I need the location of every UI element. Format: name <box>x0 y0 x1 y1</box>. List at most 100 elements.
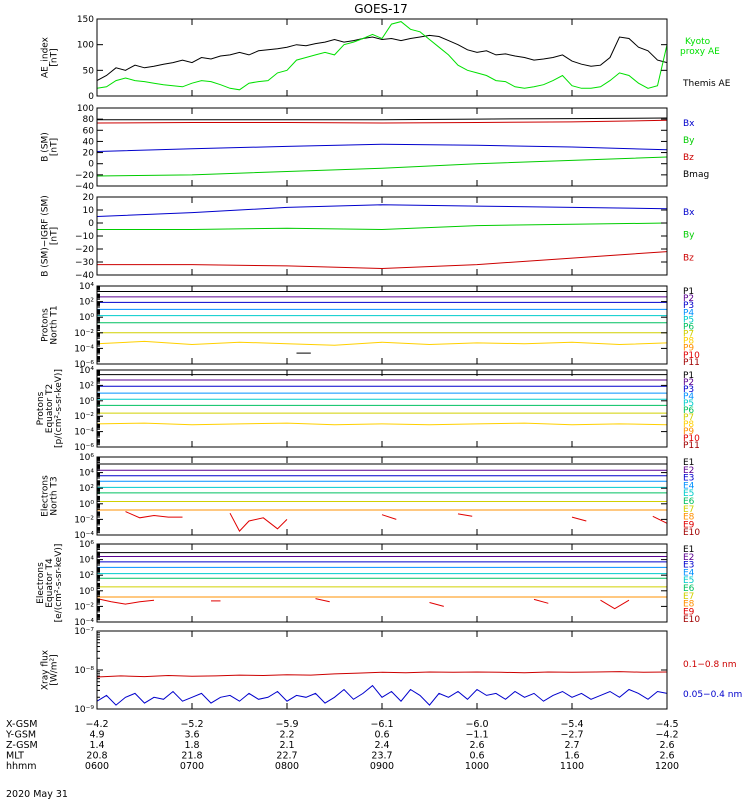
xrow-value-hhmm-1: 0700 <box>180 761 204 772</box>
ytick-label-e1-1: 10⁻² <box>74 515 94 525</box>
legend-e2-5: E6 <box>683 584 695 594</box>
ylabel-e2-2: [e/(cm²-s-sr-keV)] <box>54 544 64 623</box>
legend-ae-2: Themis AE <box>682 79 731 89</box>
date-label: 2020 May 31 <box>6 789 68 800</box>
ytick-label-bsm-2: 0 <box>88 160 94 170</box>
legend-e2-1: E2 <box>683 553 694 563</box>
xrow-value-z-gsm-5: 2.7 <box>564 740 579 751</box>
ytick-label-p2-1: 10⁻⁴ <box>74 428 94 438</box>
ylabel-bsm-0: B (SM) <box>41 132 51 162</box>
xrow-value-mlt-5: 1.6 <box>564 751 579 762</box>
ytick-label-p2-0: 10⁻⁶ <box>74 443 94 453</box>
ytick-label-e2-3: 10² <box>79 571 94 581</box>
xrow-value-z-gsm-4: 2.6 <box>469 740 484 751</box>
series-line-e1-11 <box>457 513 473 517</box>
legend-bigrf-2: Bz <box>683 253 694 263</box>
series-line-e2-10 <box>315 598 330 603</box>
legend-e2-2: E3 <box>683 561 694 571</box>
series-line-p1-7 <box>96 340 668 346</box>
legend-p2-8: P9 <box>683 427 694 437</box>
legend-p1-6: P7 <box>683 330 694 340</box>
ytick-label-bigrf-3: −10 <box>75 232 94 242</box>
series-line-bsm-1 <box>96 119 668 124</box>
series-line-e1-13 <box>652 515 668 524</box>
series-line-e1-9 <box>229 512 288 532</box>
legend-p1-0: P1 <box>683 287 694 297</box>
series-line-e1-10 <box>381 514 397 520</box>
ytick-label-bigrf-2: −20 <box>75 245 94 255</box>
legend-p2-2: P3 <box>683 385 694 395</box>
legend-e2-8: E9 <box>683 607 695 617</box>
panel-p2: 10⁻⁶ 10⁻⁴ 10⁻² 10⁰ 10² 10⁴ Protons Equator T2 [p… <box>36 366 700 453</box>
panel-p1: 10⁻⁶ 10⁻⁴ 10⁻² 10⁰ 10² 10⁴ Protons North T1 P1P2… <box>41 282 701 370</box>
ytick-label-ae-1: 50 <box>83 66 95 76</box>
xrow-value-y-gsm-3: 0.6 <box>374 730 389 741</box>
legend-e1-4: E5 <box>683 489 694 499</box>
xrow-label-mlt: MLT <box>6 751 24 762</box>
series-line-xray-0 <box>96 671 668 678</box>
ytick-label-bsm-1: −20 <box>75 171 94 181</box>
xrow-value-x-gsm-0: −4.2 <box>85 719 108 730</box>
xrow-label-y-gsm: Y-GSM <box>5 730 36 741</box>
xrow-value-z-gsm-6: 2.6 <box>659 740 674 751</box>
legend-bsm-1: By <box>683 136 695 146</box>
series-line-ae-1 <box>96 21 668 91</box>
ytick-label-p2-3: 10⁰ <box>79 397 94 407</box>
ytick-label-e1-2: 10⁰ <box>79 500 94 510</box>
panel-bigrf: −40 −30 −20 −10 0 10 20 B (SM)−IGRF (SM) [nT] Bx B… <box>41 193 696 281</box>
legend-e1-9: E10 <box>683 528 700 538</box>
series-line-p2-7 <box>96 422 668 426</box>
ylabel-xray-0: Xray flux <box>41 649 51 690</box>
series-line-e1-12 <box>571 516 587 522</box>
ytick-label-ae-2: 100 <box>77 41 94 51</box>
xrow-label-z-gsm: Z-GSM <box>6 740 38 751</box>
xrow-value-mlt-2: 22.7 <box>276 751 297 762</box>
ytick-label-bigrf-5: 10 <box>83 206 95 216</box>
legend-e2-9: E10 <box>683 615 700 625</box>
ytick-label-p1-0: 10⁻⁶ <box>74 360 94 370</box>
series-line-bigrf-1 <box>97 222 668 231</box>
series-line-e2-11 <box>429 602 444 607</box>
xrow-value-x-gsm-4: −6.0 <box>465 719 488 730</box>
ytick-label-xray-2: 10⁻⁷ <box>74 627 94 637</box>
ytick-label-bsm-6: 80 <box>83 115 95 125</box>
legend-p1-4: P5 <box>683 315 694 325</box>
xrow-value-hhmm-6: 1200 <box>655 761 679 772</box>
legend-p2-1: P2 <box>683 378 694 388</box>
ytick-label-p1-4: 10² <box>79 298 94 308</box>
ylabel-xray-1: [W/m²] <box>50 654 60 685</box>
xrow-value-z-gsm-0: 1.4 <box>89 740 104 751</box>
legend-e1-6: E7 <box>683 505 694 515</box>
ylabel-p1-1: North T1 <box>50 305 60 344</box>
legend-p1-5: P6 <box>683 322 694 332</box>
legend-p2-4: P5 <box>683 399 694 409</box>
xrow-value-x-gsm-1: −5.2 <box>180 719 203 730</box>
ytick-label-bigrf-4: 0 <box>88 219 94 229</box>
ylabel-e2-0: Electrons <box>36 562 46 604</box>
series-line-bsm-0 <box>97 117 668 121</box>
ylabel-bigrf-1: [nT] <box>50 227 60 245</box>
legend-e1-0: E1 <box>683 458 694 468</box>
panel-frame-ae <box>96 18 668 97</box>
ytick-label-bsm-4: 40 <box>83 137 95 147</box>
xrow-value-z-gsm-1: 1.8 <box>184 740 199 751</box>
series-line-bsm-2 <box>96 143 668 152</box>
legend-bsm-0: Bx <box>683 119 695 129</box>
xrow-value-z-gsm-3: 2.4 <box>374 740 389 751</box>
xrow-value-x-gsm-6: −4.5 <box>655 719 678 730</box>
ytick-label-p1-5: 10⁴ <box>79 282 94 292</box>
legend-p1-1: P2 <box>683 294 694 304</box>
xrow-value-hhmm-4: 1000 <box>465 761 489 772</box>
xrow-value-y-gsm-4: −1.1 <box>465 730 488 741</box>
ylabel-p2-1: Equator T2 <box>45 384 55 433</box>
series-line-e1-8 <box>125 511 183 519</box>
series-line-bsm-3 <box>96 156 668 177</box>
ytick-label-e1-4: 10⁴ <box>79 469 94 479</box>
legend-xray-1: 0.05−0.4 nm <box>683 690 742 700</box>
legend-bigrf-1: By <box>683 231 695 241</box>
legend-p1-3: P4 <box>683 308 694 318</box>
